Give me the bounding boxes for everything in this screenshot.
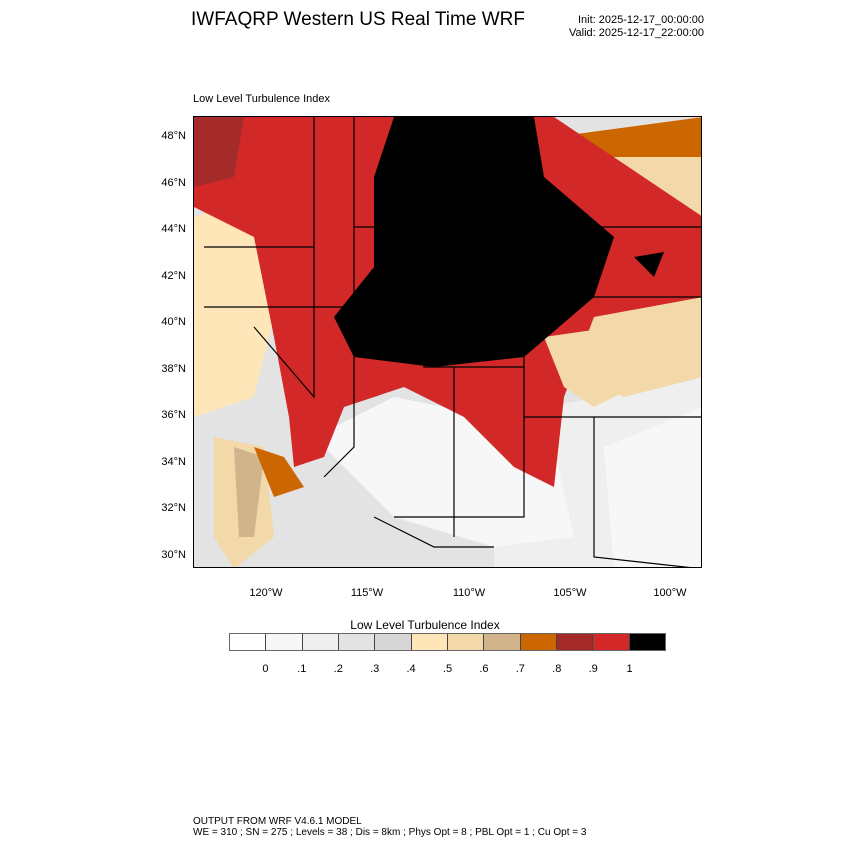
colorbar-swatch [593, 634, 630, 650]
colorbar-swatch [230, 634, 267, 650]
colorbar-swatch [338, 634, 376, 650]
colorbar-label: .6 [479, 663, 489, 675]
colorbar-label: 1 [626, 663, 633, 675]
lon-tick-120: 120°W [249, 587, 283, 599]
lon-tick-105: 105°W [553, 587, 587, 599]
model-footer: OUTPUT FROM WRF V4.6.1 MODEL WE = 310 ; … [193, 816, 586, 838]
colorbar-swatch [484, 634, 521, 650]
lat-tick-48: 48°N [161, 130, 186, 142]
colorbar-label: .9 [588, 663, 598, 675]
turbulence-map [193, 116, 702, 568]
footer-config: WE = 310 ; SN = 275 ; Levels = 38 ; Dis … [193, 827, 587, 838]
plot-title: IWFAQRP Western US Real Time WRF [191, 9, 525, 30]
colorbar-title: Low Level Turbulence Index [350, 618, 500, 632]
map-subtitle: Low Level Turbulence Index [193, 93, 330, 105]
lat-tick-36: 36°N [161, 409, 186, 421]
colorbar-label: .1 [297, 663, 307, 675]
lat-tick-38: 38°N [161, 363, 186, 375]
lon-tick-100: 100°W [653, 587, 687, 599]
colorbar [229, 633, 666, 651]
lat-tick-32: 32°N [161, 502, 186, 514]
lon-tick-110: 110°W [452, 587, 486, 599]
colorbar-swatch [447, 634, 485, 650]
colorbar-label: .8 [552, 663, 562, 675]
colorbar-label: .7 [515, 663, 525, 675]
colorbar-swatch [556, 634, 594, 650]
colorbar-swatch [302, 634, 339, 650]
colorbar-label: .4 [406, 663, 416, 675]
valid-time: Valid: 2025-12-17_22:00:00 [569, 27, 704, 39]
lat-tick-42: 42°N [161, 270, 186, 282]
colorbar-swatch [375, 634, 412, 650]
lat-tick-44: 44°N [161, 223, 186, 235]
colorbar-label: .3 [370, 663, 380, 675]
init-time: Init: 2025-12-17_00:00:00 [578, 14, 704, 26]
colorbar-swatch [411, 634, 448, 650]
colorbar-swatch [266, 634, 303, 650]
footer-model: OUTPUT FROM WRF V4.6.1 MODEL [193, 816, 362, 827]
map-field [194, 117, 701, 567]
lat-tick-30: 30°N [161, 549, 186, 561]
colorbar-swatch [629, 634, 665, 650]
lat-tick-34: 34°N [161, 456, 186, 468]
lon-tick-115: 115°W [350, 587, 384, 599]
colorbar-label: .2 [333, 663, 343, 675]
colorbar-label: .5 [442, 663, 453, 675]
lat-tick-46: 46°N [161, 177, 186, 189]
colorbar-swatch [520, 634, 557, 650]
colorbar-label: 0 [262, 663, 269, 675]
lat-tick-40: 40°N [161, 316, 186, 328]
time-info: Init: 2025-12-17_00:00:00 Valid: 2025-12… [569, 14, 704, 40]
